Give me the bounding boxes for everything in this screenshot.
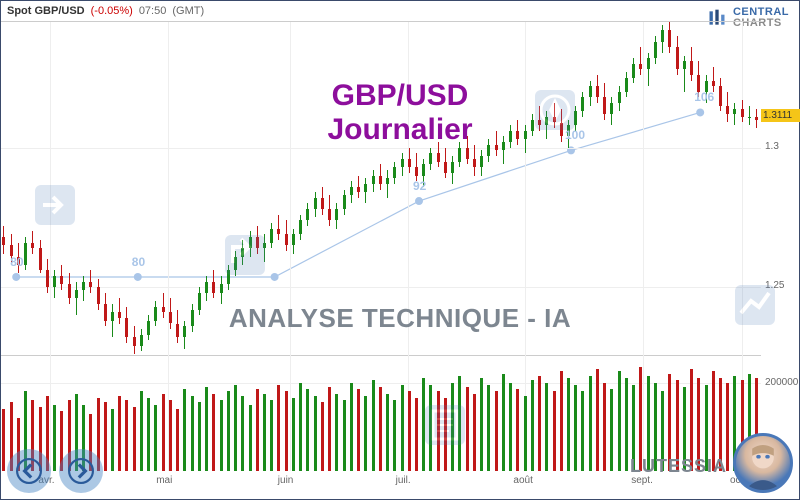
volume-bar bbox=[502, 374, 505, 471]
volume-bar bbox=[118, 396, 121, 471]
volume-bar bbox=[147, 398, 150, 471]
volume-bar bbox=[480, 378, 483, 471]
volume-bar bbox=[372, 380, 375, 471]
volume-bar bbox=[183, 389, 186, 471]
brand-tag: LUTESSIA bbox=[630, 456, 727, 477]
watermark-compass-icon bbox=[531, 86, 579, 134]
volume-bar bbox=[104, 402, 107, 471]
chart-subtitle: ANALYSE TECHNIQUE - IA bbox=[229, 303, 571, 334]
chart-header: Spot GBP/USD (-0.05%) 07:50 (GMT) bbox=[1, 1, 799, 21]
volume-bar bbox=[241, 396, 244, 471]
indicator-label: 80 bbox=[10, 255, 23, 269]
x-tick: août bbox=[513, 475, 532, 486]
volume-bar bbox=[125, 400, 128, 471]
volume-bar bbox=[415, 398, 418, 471]
instrument-name: Spot GBP/USD bbox=[7, 5, 85, 17]
volume-pane[interactable] bbox=[1, 356, 761, 471]
volume-bar bbox=[364, 396, 367, 471]
x-tick: mai bbox=[156, 475, 172, 486]
volume-bar bbox=[509, 383, 512, 471]
last-price-tag: 1.3111 bbox=[761, 109, 800, 122]
volume-bar bbox=[610, 389, 613, 471]
header-tz: (GMT) bbox=[172, 5, 204, 17]
volume-bar bbox=[292, 398, 295, 471]
watermark-chart-icon bbox=[731, 281, 779, 329]
volume-bar bbox=[2, 409, 5, 471]
volume-bar bbox=[618, 371, 621, 471]
chart-title-symbol: GBP/USD bbox=[332, 79, 469, 113]
volume-bar bbox=[256, 389, 259, 471]
volume-bar bbox=[473, 394, 476, 471]
volume-bar bbox=[603, 383, 606, 471]
volume-bar bbox=[393, 400, 396, 471]
volume-bar bbox=[487, 385, 490, 471]
price-ytick: 1.3 bbox=[765, 141, 779, 152]
volume-bar bbox=[343, 400, 346, 471]
volume-bar bbox=[589, 376, 592, 471]
volume-bar bbox=[560, 371, 563, 471]
volume-bar bbox=[321, 402, 324, 471]
volume-bar bbox=[133, 407, 136, 471]
volume-bar bbox=[263, 394, 266, 471]
volume-bar bbox=[538, 376, 541, 471]
volume-bar bbox=[553, 391, 556, 471]
x-tick: juil. bbox=[396, 475, 411, 486]
volume-bar bbox=[306, 389, 309, 471]
volume-bar bbox=[545, 383, 548, 471]
volume-bar bbox=[198, 402, 201, 471]
volume-bar bbox=[212, 394, 215, 471]
volume-bar bbox=[270, 400, 273, 471]
volume-bar bbox=[285, 391, 288, 471]
volume-bar bbox=[379, 387, 382, 471]
indicator-label: 92 bbox=[413, 179, 426, 193]
watermark-arrow-icon bbox=[31, 181, 79, 229]
header-time: 07:50 bbox=[139, 5, 167, 17]
next-button[interactable] bbox=[59, 449, 103, 493]
volume-bar bbox=[227, 391, 230, 471]
volume-bar bbox=[357, 389, 360, 471]
volume-bar bbox=[386, 394, 389, 471]
change-pct: (-0.05%) bbox=[91, 5, 133, 17]
volume-bar bbox=[408, 391, 411, 471]
volume-bar bbox=[277, 385, 280, 471]
x-tick: juin bbox=[278, 475, 294, 486]
volume-bar bbox=[53, 405, 56, 471]
volume-bar bbox=[169, 400, 172, 471]
volume-bar bbox=[249, 405, 252, 471]
volume-bar bbox=[299, 383, 302, 471]
watermark-doc-icon bbox=[421, 401, 469, 449]
volume-bar bbox=[581, 391, 584, 471]
volume-bar bbox=[328, 387, 331, 471]
volume-bar bbox=[495, 391, 498, 471]
volume-bar bbox=[625, 378, 628, 471]
volume-ytick: 200000 bbox=[765, 377, 798, 388]
volume-bar bbox=[401, 385, 404, 471]
chart-frame: { "header": { "instrument": "Spot GBP/US… bbox=[0, 0, 800, 500]
prev-button[interactable] bbox=[7, 449, 51, 493]
volume-bar bbox=[234, 385, 237, 471]
volume-bar bbox=[531, 380, 534, 471]
volume-bar bbox=[191, 396, 194, 471]
volume-bar bbox=[220, 400, 223, 471]
volume-bar bbox=[596, 369, 599, 471]
volume-bar bbox=[154, 405, 157, 471]
volume-bar bbox=[524, 396, 527, 471]
volume-bar bbox=[350, 383, 353, 471]
indicator-label: 80 bbox=[132, 255, 145, 269]
indicator-label: 106 bbox=[694, 90, 714, 104]
volume-bar bbox=[335, 394, 338, 471]
volume-bar bbox=[162, 394, 165, 471]
chart-title-timeframe: Journalier bbox=[327, 113, 472, 147]
volume-bar bbox=[205, 387, 208, 471]
volume-bar bbox=[567, 378, 570, 471]
avatar bbox=[733, 433, 793, 493]
volume-bar bbox=[516, 389, 519, 471]
volume-bar bbox=[176, 409, 179, 471]
volume-bar bbox=[111, 409, 114, 471]
watermark-share-icon bbox=[221, 231, 269, 279]
volume-bar bbox=[314, 396, 317, 471]
volume-bar bbox=[574, 385, 577, 471]
volume-bar bbox=[140, 391, 143, 471]
